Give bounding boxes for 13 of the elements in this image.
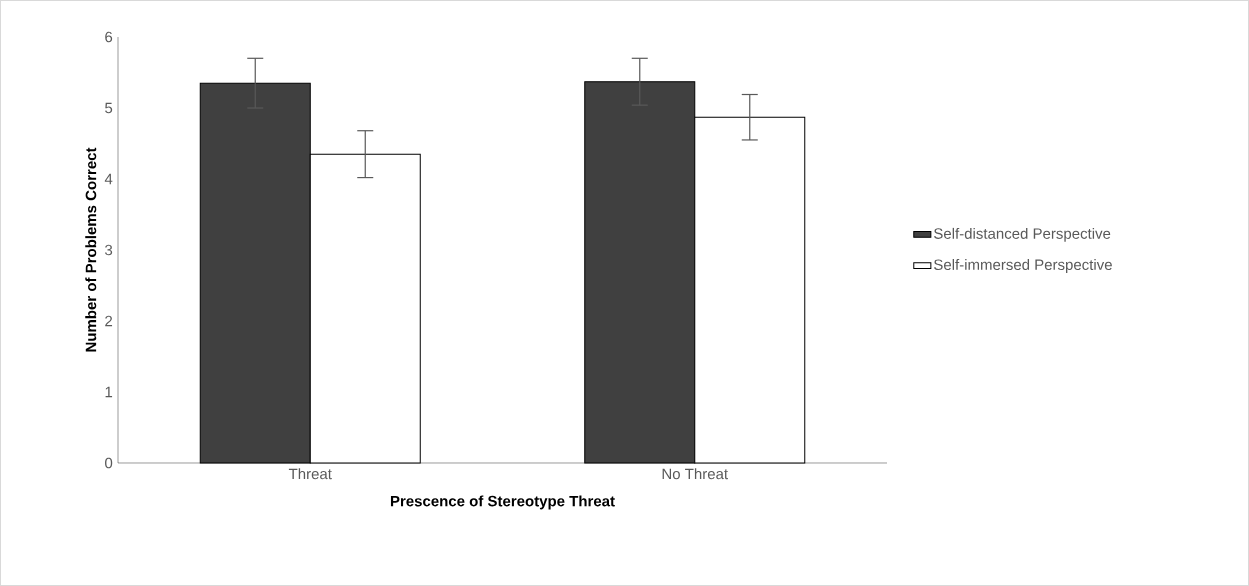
legend-label: Self-distanced Perspective [934,227,1111,242]
y-axis-title: Number of Problems Correct [85,147,97,352]
y-tick-label: 4 [104,173,113,185]
y-tick-label: 2 [105,315,113,327]
x-axis-title: Prescence of Stereotype Threat [390,495,615,510]
y-tick-label: 0 [105,457,113,469]
x-tick-label: Threat [288,468,332,480]
y-tick-label: 1 [105,386,113,398]
x-tick-label: No Threat [662,468,728,480]
legend-label: Self-immersed Perspective [934,259,1112,273]
y-tick-label: 3 [105,244,113,256]
y-tick-label: 5 [105,102,113,114]
y-tick-label: 6 [105,31,113,43]
